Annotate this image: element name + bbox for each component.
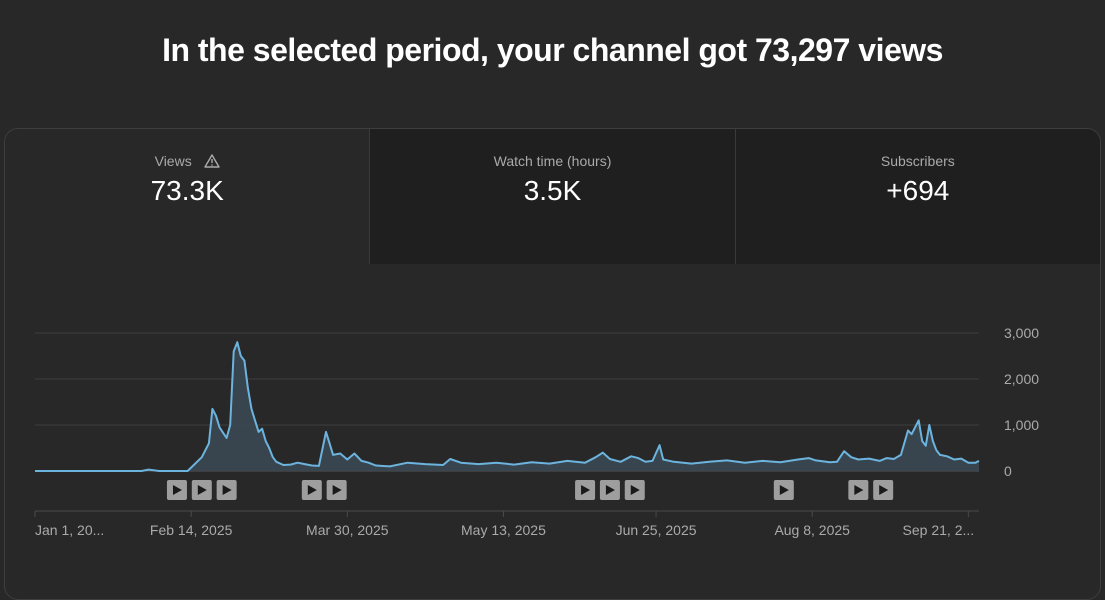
page-headline: In the selected period, your channel got… (162, 32, 943, 68)
video-marker-icon[interactable] (599, 480, 620, 500)
video-marker-icon[interactable] (873, 480, 894, 500)
x-tick-label: Aug 8, 2025 (774, 522, 850, 538)
views-chart: 3,000 2,000 1,000 0 Jan 1, 20... Feb 14, 2025… (34, 325, 1039, 538)
tab-watch-time[interactable]: Watch time (hours) 3.5K (369, 129, 735, 264)
warning-icon[interactable] (204, 154, 220, 168)
analytics-card: Views 73.3K Watch time (hours) 3.5K Subs… (4, 128, 1101, 600)
tab-subscribers-label: Subscribers (880, 153, 955, 169)
x-tick-label: Sep 21, 2... (903, 522, 975, 538)
y-tick-label: 3,000 (1004, 325, 1039, 341)
video-marker-icon[interactable] (216, 480, 237, 500)
y-tick-label: 0 (1004, 463, 1012, 479)
video-marker-icon[interactable] (575, 480, 596, 500)
video-marker-icon[interactable] (773, 480, 794, 500)
views-area (35, 342, 979, 471)
video-marker-icon[interactable] (301, 480, 322, 500)
video-marker-icon[interactable] (326, 480, 347, 500)
y-tick-label: 2,000 (1004, 371, 1039, 387)
video-marker-icon[interactable] (191, 480, 212, 500)
x-tick-label: Jan 1, 20... (35, 522, 104, 538)
video-marker-icon[interactable] (166, 480, 187, 500)
tab-watch-time-value: 3.5K (523, 175, 582, 206)
x-tick-label: May 13, 2025 (461, 522, 546, 538)
views-line (35, 341, 980, 472)
tab-views-label: Views (154, 153, 192, 169)
tab-subscribers[interactable]: Subscribers +694 (734, 129, 1100, 264)
x-tick-label: Feb 14, 2025 (150, 522, 233, 538)
video-marker-icon[interactable] (624, 480, 645, 500)
y-tick-label: 1,000 (1004, 417, 1039, 433)
x-tick-label: Jun 25, 2025 (616, 522, 697, 538)
tab-watch-time-label: Watch time (hours) (493, 153, 612, 169)
tab-views[interactable]: Views 73.3K (5, 129, 370, 264)
metric-tabs: Views 73.3K Watch time (hours) 3.5K Subs… (5, 129, 1100, 264)
video-marker-icon[interactable] (848, 480, 869, 500)
tab-views-value: 73.3K (150, 175, 224, 206)
x-tick-label: Mar 30, 2025 (306, 522, 389, 538)
tab-subscribers-value: +694 (886, 175, 950, 206)
